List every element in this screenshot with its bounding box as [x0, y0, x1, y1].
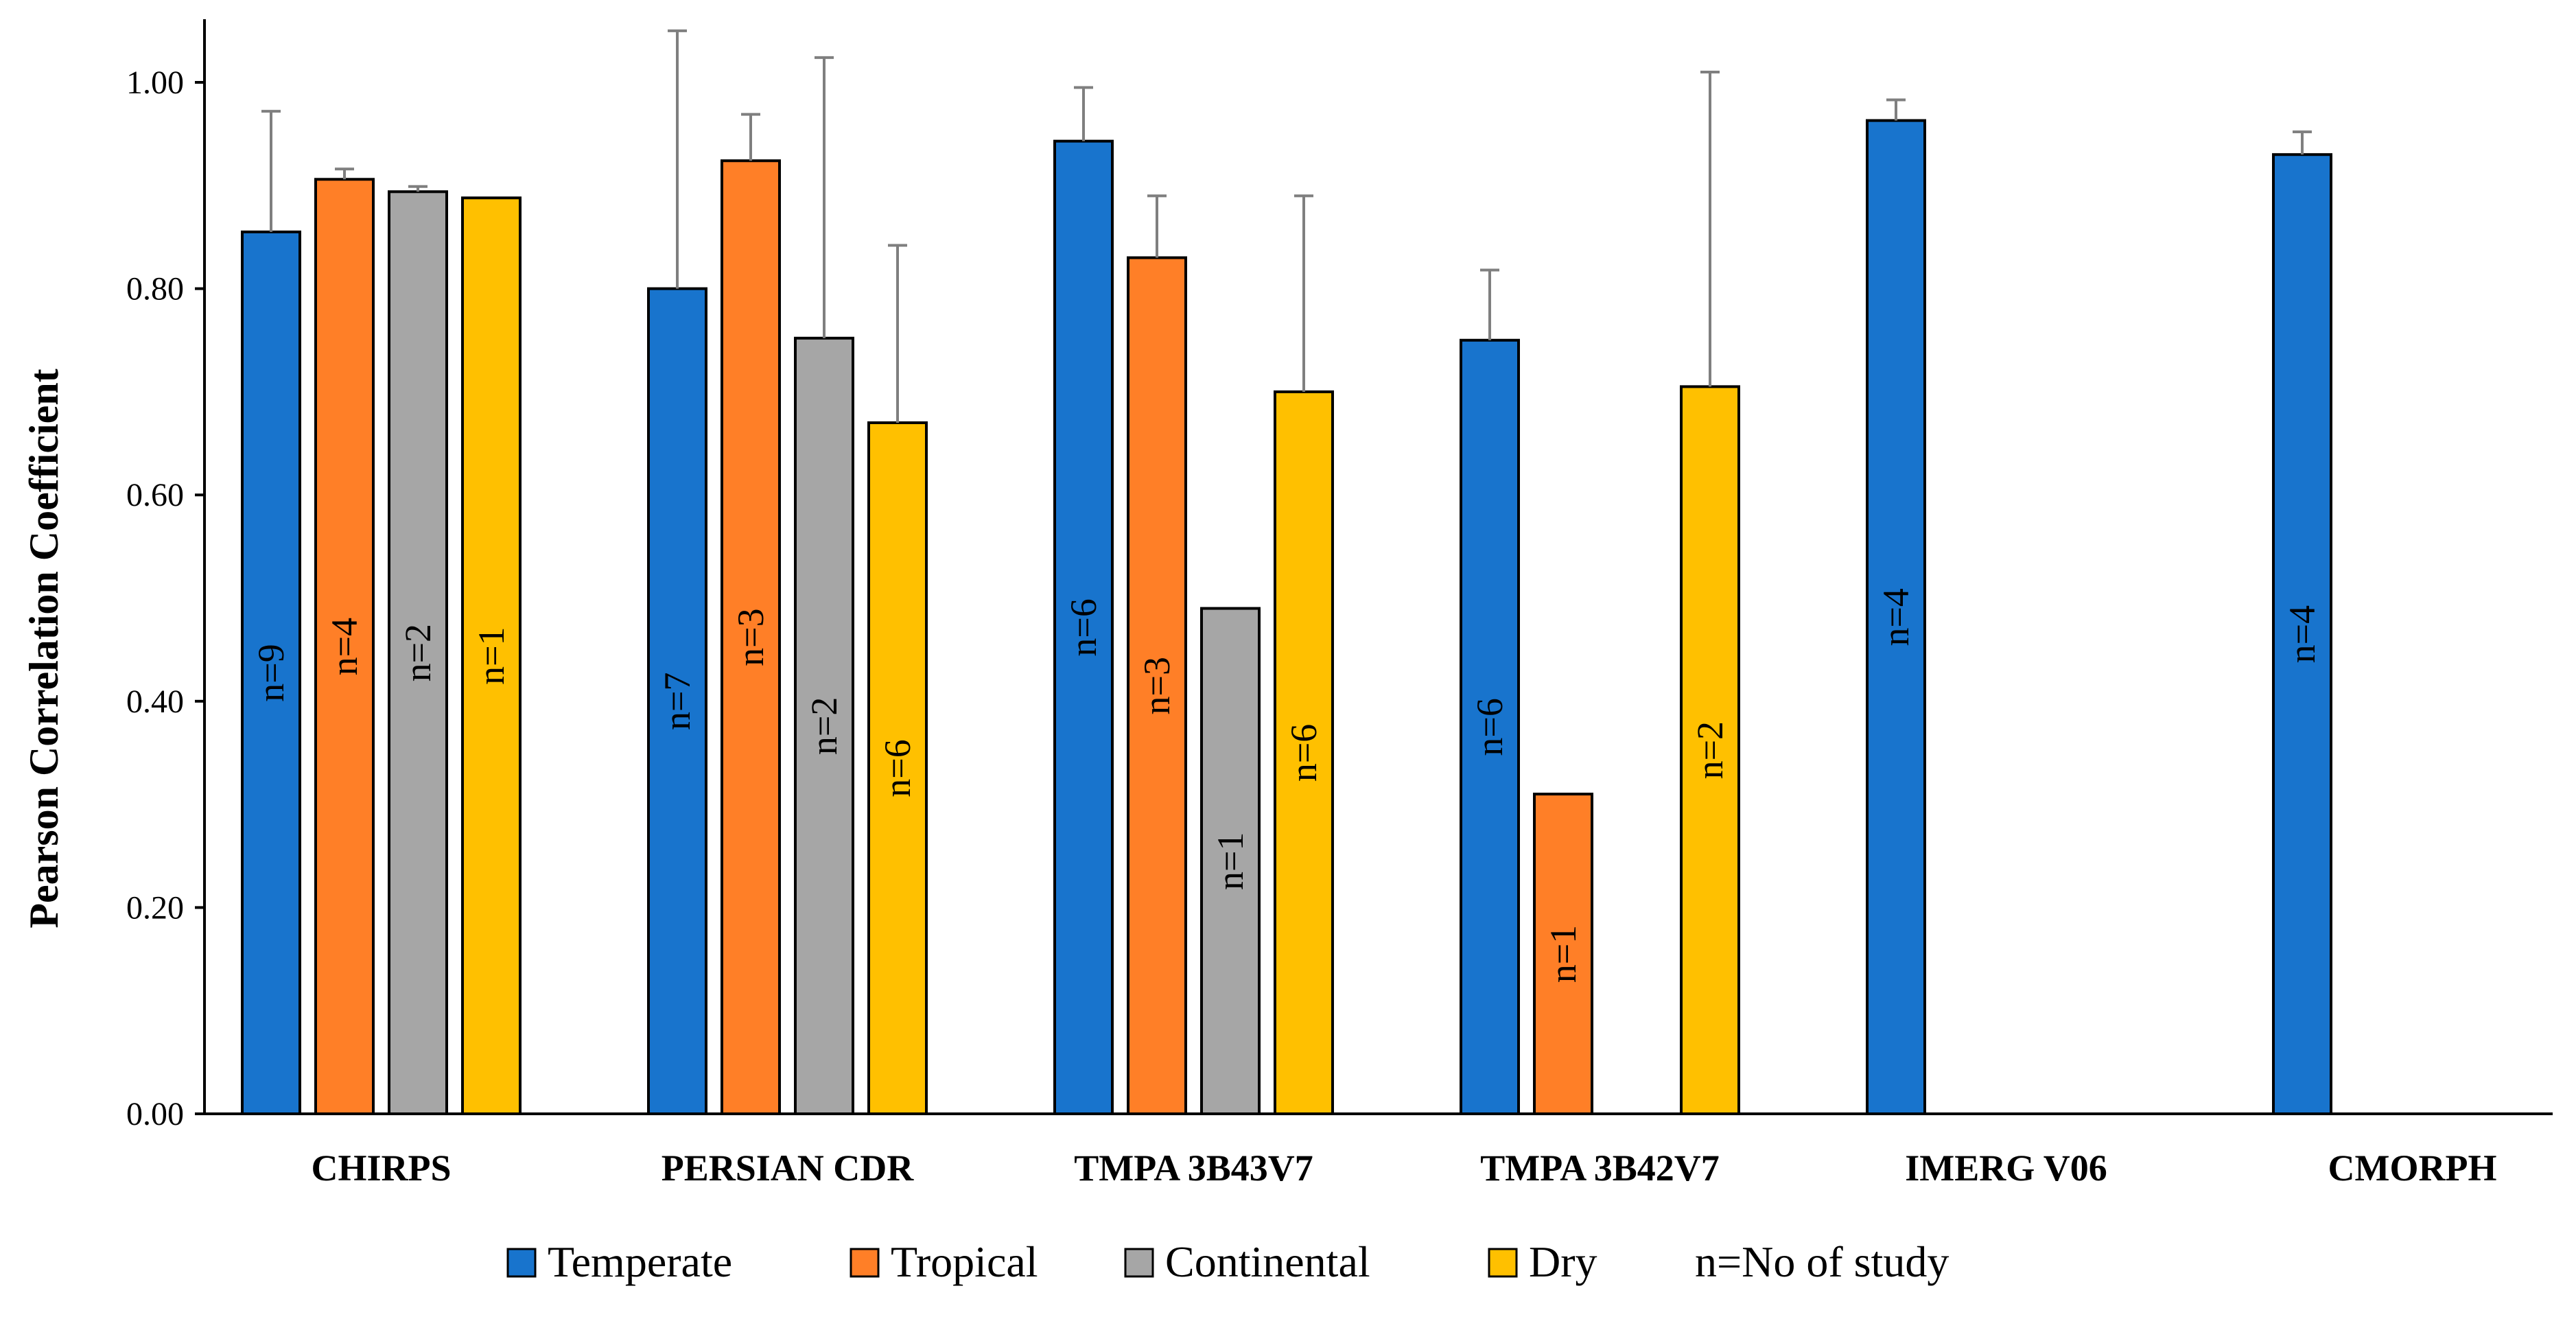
- n-study-label: n=2: [1689, 721, 1731, 779]
- n-study-label: n=6: [1283, 724, 1324, 782]
- x-category-label: PERSIAN CDR: [661, 1147, 915, 1189]
- bar-dry: [1680, 385, 1740, 1115]
- legend-note: n=No of study: [1695, 1237, 1949, 1286]
- bar-temperate: [2272, 153, 2332, 1116]
- n-study-label: n=6: [1469, 698, 1510, 756]
- legend-swatch-temperate: [506, 1248, 537, 1278]
- y-axis-title: Pearson Correlation Coefficient: [21, 369, 67, 928]
- bar-dry: [461, 196, 522, 1115]
- legend-label-dry: Dry: [1529, 1237, 1597, 1286]
- n-study-label: n=3: [1136, 657, 1178, 714]
- x-category-label: TMPA 3B43V7: [1074, 1147, 1313, 1189]
- legend-label-continental: Continental: [1165, 1237, 1370, 1286]
- bar-continental: [1200, 607, 1261, 1115]
- y-tick-label: 0.00: [126, 1096, 184, 1132]
- legend-swatch-tropical: [850, 1248, 880, 1278]
- x-category-label: CHIRPS: [311, 1147, 451, 1189]
- n-study-label: n=4: [2282, 605, 2323, 663]
- plot-area: 0.00 0.20 0.40 0.60 0.80 1.00 CHIRPS PERSIAN CD…: [126, 19, 2553, 1189]
- n-study-label: n=3: [730, 608, 771, 666]
- y-tick-label: 0.80: [126, 271, 184, 307]
- n-study-label: n=1: [1543, 925, 1584, 983]
- bar-tropical: [314, 178, 375, 1116]
- bar-dry: [1274, 390, 1334, 1115]
- legend-label-tropical: Tropical: [891, 1237, 1038, 1286]
- bar-temperate: [1460, 338, 1520, 1115]
- bar-continental: [794, 336, 854, 1115]
- n-study-label: n=4: [324, 618, 365, 675]
- n-study-label: n=6: [877, 739, 918, 797]
- bar-tropical: [1127, 256, 1187, 1115]
- legend-swatch-continental: [1124, 1248, 1154, 1278]
- legend-label-temperate: Temperate: [548, 1237, 732, 1286]
- n-study-label: n=6: [1063, 598, 1104, 656]
- bar-temperate: [241, 230, 301, 1115]
- n-study-label: n=7: [657, 673, 698, 730]
- bar-tropical: [1533, 793, 1593, 1115]
- y-tick-label: 1.00: [126, 65, 184, 101]
- n-study-label: n=1: [1210, 832, 1251, 890]
- x-category-label: IMERG V06: [1905, 1147, 2107, 1189]
- n-study-label: n=1: [471, 627, 512, 684]
- n-study-label: n=9: [250, 644, 292, 701]
- bar-temperate: [1866, 119, 1926, 1116]
- legend: Temperate Tropical Continental Dry n=No of s…: [506, 1237, 1949, 1286]
- n-study-label: n=4: [1875, 588, 1917, 646]
- bar-dry: [867, 421, 928, 1115]
- x-category-label: TMPA 3B42V7: [1480, 1147, 1720, 1189]
- x-category-label: CMORPH: [2328, 1147, 2497, 1189]
- n-study-label: n=2: [397, 624, 438, 681]
- n-study-label: n=2: [804, 697, 845, 755]
- legend-swatch-dry: [1488, 1248, 1518, 1278]
- y-tick-label: 0.40: [126, 684, 184, 720]
- y-tick-label: 0.20: [126, 889, 184, 926]
- y-tick-label: 0.60: [126, 477, 184, 513]
- bar-continental: [388, 190, 448, 1115]
